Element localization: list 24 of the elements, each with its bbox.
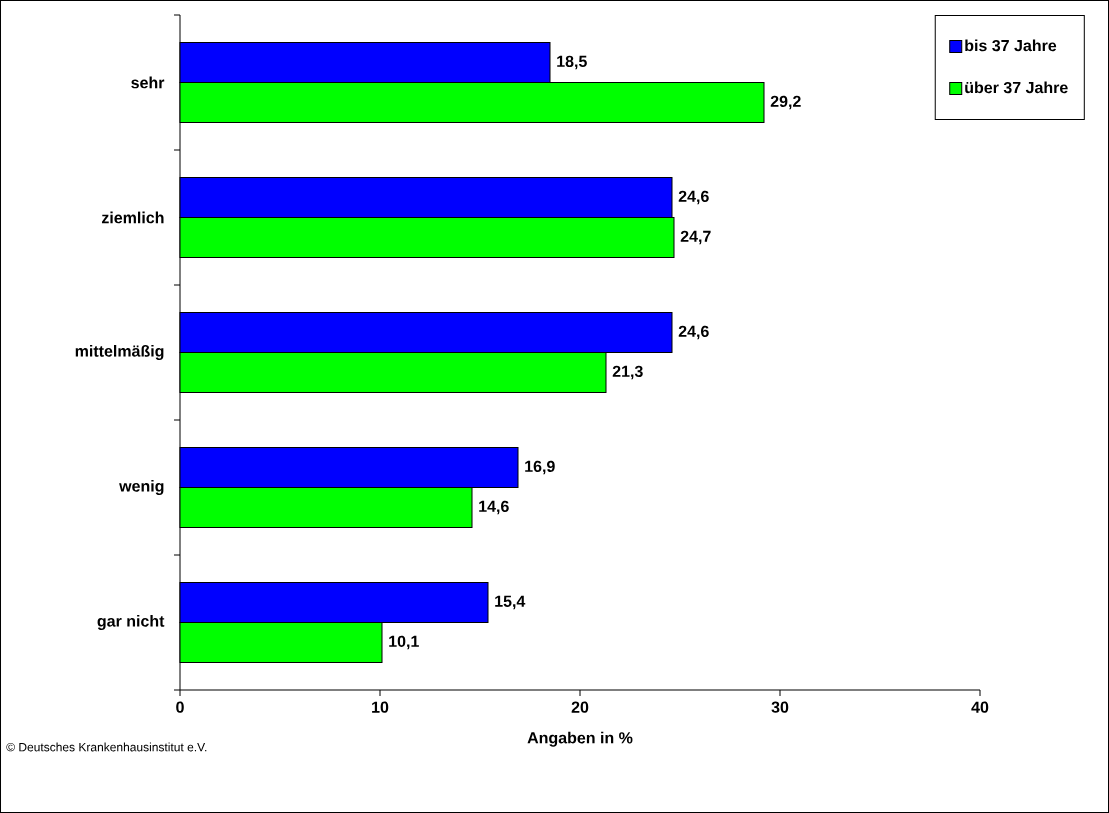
y-tick-label: sehr: [131, 76, 165, 89]
data-label: 10,1: [389, 635, 419, 650]
data-label: 16,9: [525, 460, 555, 475]
data-label: 21,3: [612, 365, 643, 380]
x-tick-label: 0: [176, 701, 184, 713]
data-label: 24,7: [680, 230, 711, 245]
data-label: 24,6: [678, 190, 709, 205]
data-label: 24,6: [678, 325, 709, 340]
x-tick-label: 20: [571, 701, 589, 713]
y-tick-label: mittelmäßig: [75, 345, 164, 360]
y-tick-label: gar nicht: [97, 615, 165, 630]
data-label: 14,6: [479, 500, 509, 515]
legend-label: über 37 Jahre: [965, 81, 1068, 94]
x-tick-label: 10: [372, 701, 389, 713]
y-tick-label: wenig: [119, 480, 164, 495]
x-axis-title: Angaben in %: [527, 731, 633, 747]
legend-label: bis 37 Jahre: [965, 39, 1057, 52]
x-tick-label: 30: [771, 701, 789, 713]
y-tick-label: ziemlich: [101, 211, 164, 224]
data-label: 15,4: [495, 595, 526, 610]
data-label: 29,2: [770, 95, 801, 110]
text: © Deutsches Krankenhausinstitut e.V.: [6, 742, 207, 752]
data-label: 18,5: [557, 55, 587, 70]
x-tick-label: 40: [971, 701, 989, 713]
